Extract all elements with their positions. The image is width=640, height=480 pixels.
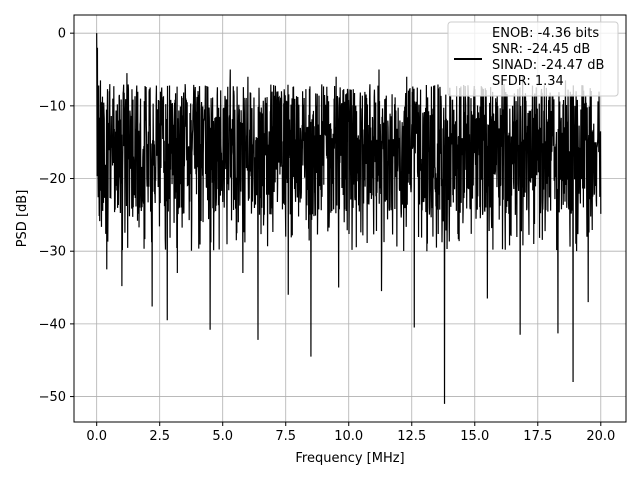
x-tick-label: 0.0: [86, 429, 107, 444]
y-axis-ticks: 0 −10 −20 −30 −40 −50: [39, 27, 74, 405]
legend-snr: SNR: -24.45 dB: [492, 42, 590, 57]
plot-area: [96, 33, 602, 404]
x-axis-label: Frequency [MHz]: [295, 451, 404, 466]
y-tick-label: −20: [39, 172, 66, 187]
legend-enob: ENOB: -4.36 bits: [492, 26, 599, 41]
x-axis-ticks: 0.0 2.5 5.0 7.5 10.0 12.5 15.0 17.5 20.0: [86, 422, 615, 444]
legend-sinad: SINAD: -24.47 dB: [492, 58, 604, 73]
y-tick-label: 0: [58, 27, 66, 42]
psd-series-line: [96, 33, 602, 404]
x-tick-label: 15.0: [460, 429, 489, 444]
x-tick-label: 12.5: [397, 429, 426, 444]
legend-sfdr: SFDR: 1.34: [492, 74, 564, 89]
legend: ENOB: -4.36 bits SNR: -24.45 dB SINAD: -…: [447, 21, 619, 97]
axes-frame: [73, 14, 627, 423]
y-tick-label: −10: [39, 99, 66, 114]
x-tick-label: 10.0: [334, 429, 363, 444]
legend-box: [447, 21, 619, 97]
y-axis-label: PSD [dB]: [15, 190, 30, 248]
x-tick-label: 5.0: [212, 429, 233, 444]
x-tick-label: 7.5: [275, 429, 296, 444]
x-tick-label: 17.5: [523, 429, 552, 444]
y-tick-label: −30: [39, 245, 66, 260]
y-tick-label: −50: [39, 390, 66, 405]
x-tick-label: 20.0: [586, 429, 615, 444]
y-tick-label: −40: [39, 317, 66, 332]
x-tick-label: 2.5: [149, 429, 170, 444]
